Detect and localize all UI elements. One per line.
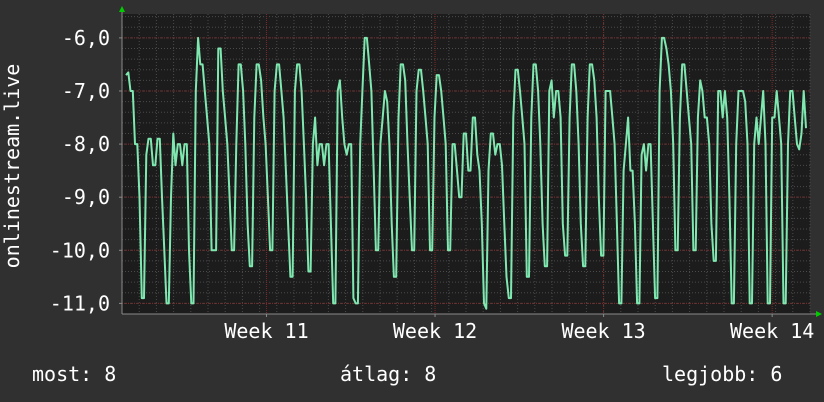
y-axis-label: onlinestream.live xyxy=(0,64,24,269)
x-axis-ticks: Week 11 Week 12 Week 13 Week 14 xyxy=(224,314,814,343)
series-layer xyxy=(125,36,807,310)
x-tick-label: Week 11 xyxy=(224,319,308,343)
x-tick-label: Week 14 xyxy=(730,319,814,343)
legend-current: most: 8 xyxy=(32,362,117,386)
y-tick-label: -7,0 xyxy=(62,79,110,103)
legend-best: legjobb: 6 xyxy=(662,362,783,386)
y-tick-label: -10,0 xyxy=(50,238,110,262)
y-tick-label: -8,0 xyxy=(62,132,110,156)
x-tick-label: Week 13 xyxy=(561,319,645,343)
y-axis-arrow xyxy=(119,6,125,12)
y-axis-ticks: -11,0 -10,0 -9,0 -8,0 -7,0 -6,0 xyxy=(50,26,122,315)
y-tick-label: -11,0 xyxy=(50,291,110,315)
grid xyxy=(121,14,811,315)
y-tick-label: -9,0 xyxy=(62,185,110,209)
x-tick-label: Week 12 xyxy=(393,319,477,343)
series-line xyxy=(125,36,807,310)
y-tick-label: -6,0 xyxy=(62,26,110,50)
legend-average: átlag: 8 xyxy=(340,362,437,386)
axes xyxy=(119,6,822,317)
x-axis-arrow xyxy=(816,311,822,317)
